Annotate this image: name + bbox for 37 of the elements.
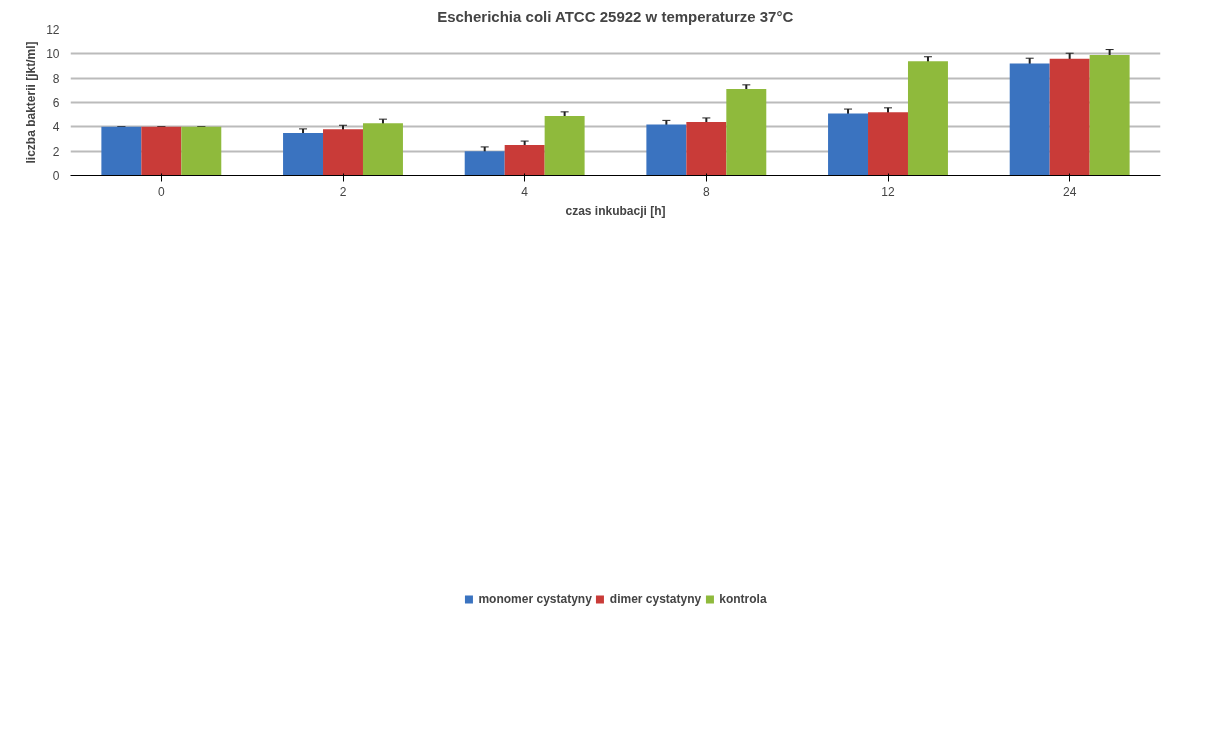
x-axis-title: czas inkubacji [h] [565, 203, 666, 218]
chart-title: Escherichia coli ATCC 25922 w temperaturze 37°C [437, 7, 794, 25]
bar [101, 126, 142, 176]
y-tick-label: 2 [52, 144, 60, 159]
y-axis-title: liczba bakterii [jkt/ml] [24, 41, 39, 164]
bar [283, 132, 324, 176]
bar [1089, 55, 1130, 176]
x-tick-label: 12 [881, 184, 895, 199]
bar [1049, 58, 1090, 176]
bar [362, 123, 403, 176]
legend-label: monomer cystatyny [478, 592, 592, 606]
bar [868, 112, 908, 176]
y-tick-label: 10 [46, 47, 60, 62]
legend-label: dimer cystatyny [609, 592, 702, 606]
bar [464, 151, 505, 176]
bar [504, 145, 545, 176]
x-tick-label: 0 [158, 184, 165, 199]
y-tick-label: 8 [52, 71, 60, 86]
y-tick-label: 4 [52, 120, 60, 135]
x-tick-label: 4 [521, 184, 529, 199]
bar [726, 89, 767, 176]
y-tick-label: 12 [46, 23, 60, 37]
bar [686, 121, 727, 176]
bar [646, 124, 687, 176]
x-tick-label: 24 [1062, 184, 1077, 199]
bar [181, 126, 222, 176]
bar [544, 115, 585, 176]
bar [1009, 63, 1050, 176]
y-tick-label: 6 [52, 96, 60, 110]
bar [323, 129, 363, 176]
y-tick-label: 0 [52, 169, 60, 183]
x-tick-label: 2 [339, 184, 347, 199]
bar [141, 126, 182, 176]
bar [828, 113, 869, 176]
x-tick-label: 8 [703, 184, 710, 199]
bar [907, 61, 948, 176]
legend-label: kontrola [719, 592, 767, 606]
